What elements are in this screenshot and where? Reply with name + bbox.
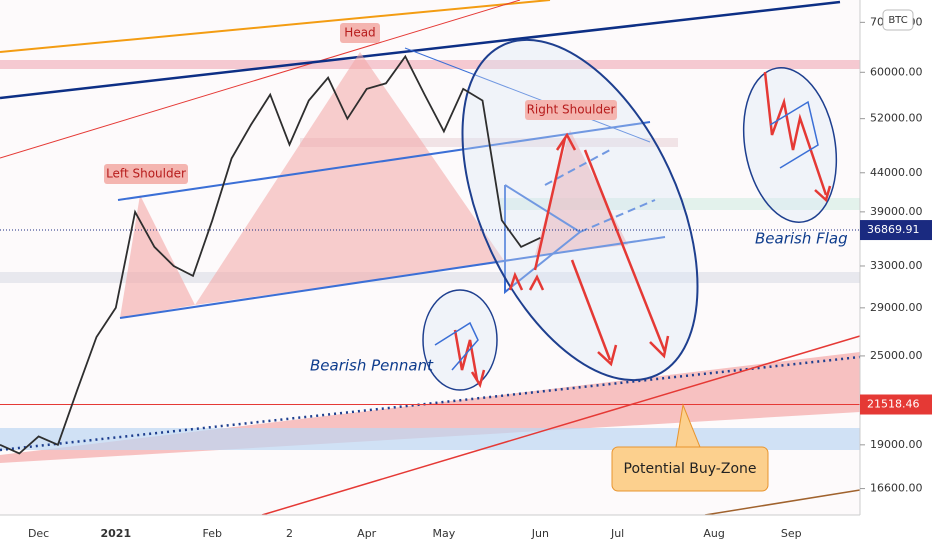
x-tick-label: Jul [610,527,624,540]
trend-line [704,489,861,516]
flag-label: Bearish Flag [755,230,848,248]
head-label: Head [344,26,375,40]
head-shape [195,52,505,305]
price-axis [860,0,932,550]
x-tick-label: Feb [203,527,222,540]
y-tick-label: 52000.00 [870,112,923,125]
y-tick-label: 19000.00 [870,438,923,451]
pennant-ellipse [422,289,498,391]
channel-line [117,121,651,201]
y-tick-label: 25000.00 [870,349,923,362]
left-shoulder-label: Left Shoulder [106,167,186,181]
label-box [340,23,380,43]
label-box [525,100,617,120]
symbol-badge [882,9,914,31]
flag-ellipse [742,67,838,223]
pennant-label: Bearish Pennant [310,357,434,375]
price-badge [860,394,932,415]
x-tick-label: May [433,527,456,540]
symbol: BTC [888,15,907,26]
x-tick-label: Jun [531,527,549,540]
focus-ellipse [461,38,699,382]
callout-box [611,446,769,492]
right-shoulder-shape [535,130,628,255]
pennant-sketch [434,321,479,371]
x-tick-label: Sep [781,527,802,540]
label-box [104,164,188,184]
trend-line [0,0,841,100]
right-shoulder-label: Right Shoulder [527,103,616,117]
y-tick-label: 29000.00 [870,301,923,314]
buy-zone-label: Potential Buy-Zone [624,461,757,477]
y-tick-label: 39000.00 [870,205,923,218]
flag-sketch [769,100,819,169]
channel-line [404,47,651,143]
support-band [0,428,860,450]
arrows [453,71,832,389]
trend-line [0,0,521,159]
price-badge-label: 21518.46 [867,398,920,411]
y-tick-label: 60000.00 [870,65,923,78]
axis-layer: 16600.00 19000.00 25000.00 29000.00 33000.00… [28,15,932,540]
resistance-band [0,60,860,69]
trend-line [261,335,861,516]
series-layer [0,54,860,455]
price-line-series [0,54,541,455]
y-tick-label: 16600.00 [870,482,923,495]
time-axis [0,515,860,550]
price-badge [860,220,932,241]
left-shoulder-shape [120,195,195,318]
y-tick-label: 33000.00 [870,259,923,272]
x-tick-label: 2021 [100,527,131,540]
dotted-trend [0,355,861,452]
zone-band [0,272,860,283]
x-tick-label: Aug [703,527,724,540]
price-badge-label: 36869.91 [867,223,920,236]
projection [579,199,656,233]
y-tick-label: 44000.00 [870,166,923,179]
x-tick-label: 2 [286,527,293,540]
trend-line [0,0,551,53]
pennant [504,184,582,295]
x-tick-label: Dec [28,527,49,540]
x-tick-label: Apr [357,527,377,540]
neckline [119,236,666,319]
